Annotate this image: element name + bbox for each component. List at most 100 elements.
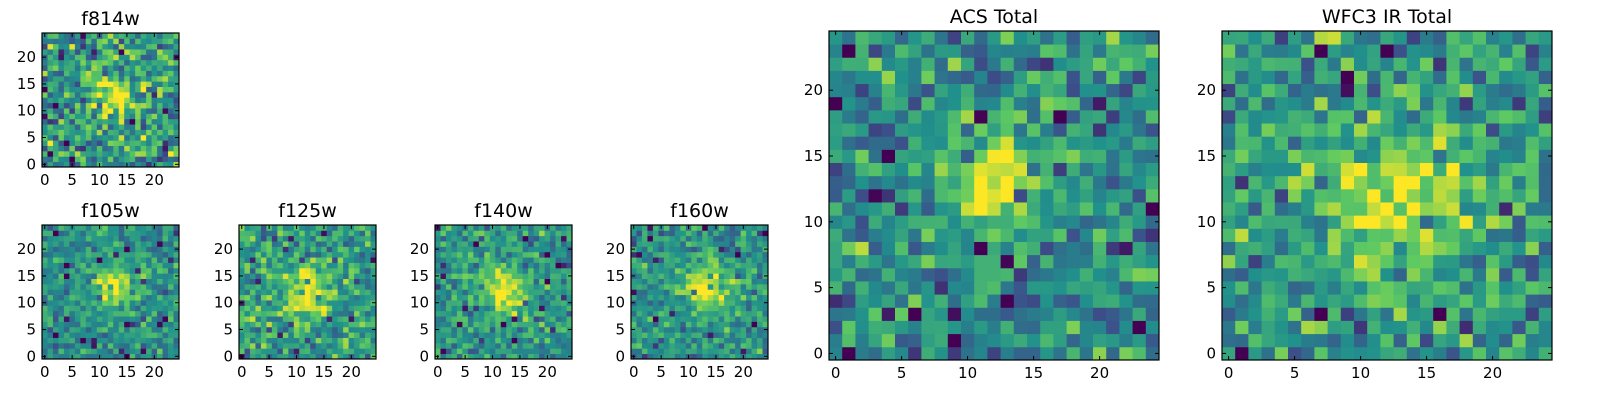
heatmap-cell [1013,70,1028,85]
heatmap-cell [1093,175,1107,190]
heatmap-cell [47,156,54,163]
heatmap-cell [691,353,698,360]
heatmap-cell [462,326,469,333]
heatmap-cell [135,278,142,285]
x-tick-label: 10 [90,171,109,189]
heatmap-cell [631,267,637,274]
heatmap-cell [1248,96,1262,111]
heatmap-cell [1040,294,1054,308]
heatmap-cell [310,289,317,296]
heatmap-cell [118,342,125,349]
heatmap-cell [528,337,535,344]
heatmap-cell [157,332,163,338]
heatmap-cell [266,241,273,247]
heatmap-cell [495,262,502,269]
heatmap-cell [74,225,81,231]
heatmap-cell [168,305,174,312]
heatmap-cell [74,289,81,296]
heatmap-cell [740,251,747,258]
heatmap-cell [440,230,447,237]
heatmap-cell [124,145,131,152]
heatmap-cell [91,43,98,50]
heatmap-cell [124,134,131,141]
heatmap-cell [1066,267,1081,282]
heatmap-cell [1000,149,1015,163]
heatmap-cell [354,337,360,344]
heatmap-cell [555,235,562,242]
heatmap-cell [696,342,703,349]
heatmap-cell [1314,123,1328,137]
heatmap-cell [113,86,120,93]
heatmap-cell [354,251,360,258]
heatmap-cell [506,316,513,322]
heatmap-cell [321,294,328,301]
heatmap-cell [113,97,120,104]
heatmap-cell [321,262,328,269]
heatmap-cell [1145,215,1160,229]
heatmap-cell [58,316,65,322]
heatmap-cell [124,332,131,338]
heatmap-cell [451,273,458,279]
heatmap-cell [343,289,349,296]
heatmap-cell [1301,228,1315,242]
x-tick-label: 10 [90,363,109,381]
heatmap-cell [868,333,883,348]
heatmap-cell [370,310,377,317]
heatmap-cell [260,257,267,263]
heatmap-cell [533,257,540,263]
heatmap-cell [484,262,491,269]
heatmap-cell [58,321,65,328]
heatmap-cell [1027,320,1041,335]
heatmap-cell [1406,31,1421,45]
heatmap-cell [1106,162,1120,177]
heatmap-cell [96,49,103,55]
heatmap-cell [456,310,463,317]
heatmap-cell [1288,44,1302,58]
heatmap-cell [908,294,922,308]
heatmap-cell [370,337,377,344]
heatmap-cell [249,337,256,344]
heatmap-cell [895,320,909,335]
heatmap-cell [1040,123,1054,137]
heatmap-cell [255,225,262,231]
heatmap-cell [304,316,311,322]
heatmap-cell [550,246,556,253]
heatmap-cell [669,278,676,285]
heatmap-cell [1013,31,1028,45]
heatmap-cell [533,246,540,253]
heatmap-cell [881,96,896,111]
heatmap-cell [42,262,48,269]
heatmap-cell [762,342,769,349]
heatmap-cell [1499,228,1513,242]
heatmap-cell [550,267,556,274]
heatmap-cell [451,300,458,306]
heatmap-cell [691,321,698,328]
heatmap-cell [140,70,147,77]
heatmap-cell [652,332,659,338]
heatmap-cell [151,348,158,355]
heatmap-cell [1053,57,1067,71]
heatmap-cell [829,175,843,190]
heatmap-cell [365,300,371,306]
heatmap-cell [1093,254,1107,269]
heatmap-cell [63,246,70,253]
heatmap-cell [713,278,720,285]
heatmap-cell [140,257,147,263]
heatmap-cell [658,305,665,312]
heatmap-cell [1327,188,1342,203]
heatmap-cell [561,267,567,274]
heatmap-cell [304,305,311,312]
heatmap-cell [1079,162,1094,177]
heatmap-cell [1053,136,1067,150]
heatmap-cell [445,262,452,269]
heatmap-cell [550,321,556,328]
heatmap-cell [663,300,670,306]
heatmap-cell [478,230,485,237]
heatmap-cell [337,300,344,306]
heatmap-cell [85,124,92,130]
heatmap-cell [271,283,278,290]
heatmap-cell [1393,202,1408,216]
heatmap-cell [168,81,174,87]
heatmap-cell [1235,228,1249,242]
heatmap-cell [762,305,769,312]
